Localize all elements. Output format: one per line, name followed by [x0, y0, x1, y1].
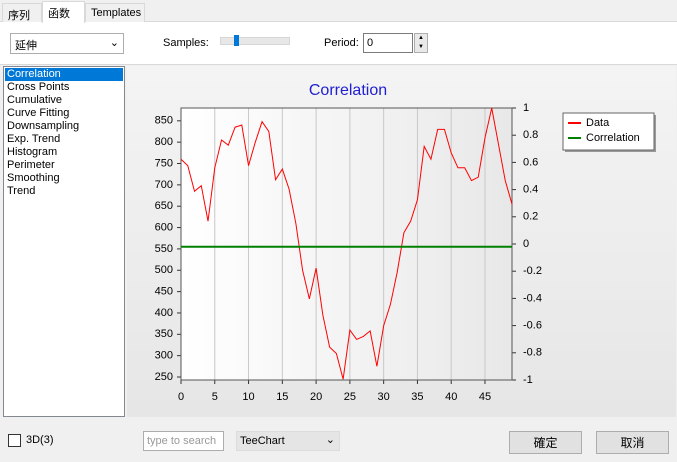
chart-title: Correlation — [309, 82, 387, 99]
list-item[interactable]: Cross Points — [7, 81, 70, 93]
samples-label: Samples: — [163, 37, 209, 49]
x-tick-label: 40 — [445, 391, 457, 403]
y2-tick-label: 0.4 — [523, 184, 538, 196]
y-tick-label: 500 — [155, 264, 173, 276]
y2-tick-label: 0.2 — [523, 211, 538, 223]
period-input[interactable]: 0 — [363, 33, 413, 53]
tab-active[interactable]: 函数 — [42, 1, 85, 23]
list-item[interactable]: Downsampling — [7, 120, 80, 132]
period-spinner[interactable]: ▲ ▼ — [414, 33, 428, 53]
list-item[interactable]: Exp. Trend — [7, 133, 61, 145]
list-item[interactable]: Perimeter — [7, 159, 55, 171]
plot-frame — [180, 107, 513, 381]
gallery-select[interactable]: TeeChart ⌄ — [236, 431, 340, 451]
list-item[interactable]: Correlation — [5, 68, 123, 81]
y2-tick-label: -0.4 — [523, 292, 542, 304]
function-select[interactable]: 延伸 ⌄ — [10, 33, 124, 54]
cancel-button[interactable]: 取消 — [596, 431, 669, 454]
x-tick-label: 35 — [411, 391, 423, 403]
legend-label: Correlation — [586, 132, 640, 144]
plot-area — [181, 108, 512, 380]
y-tick-label: 400 — [155, 307, 173, 319]
slider-thumb — [234, 35, 239, 46]
checkbox[interactable] — [8, 434, 21, 447]
list-item[interactable]: Cumulative — [7, 94, 63, 106]
search-input[interactable]: type to search — [143, 431, 224, 451]
y-tick-label: 650 — [155, 200, 173, 212]
list-item[interactable]: Curve Fitting — [7, 107, 70, 119]
x-tick-label: 30 — [378, 391, 390, 403]
y-tick-label: 450 — [155, 286, 173, 298]
select-text: 延伸 — [15, 40, 37, 52]
y2-tick-label: -0.6 — [523, 320, 542, 332]
y-tick-label: 550 — [155, 243, 173, 255]
x-tick-label: 10 — [242, 391, 254, 403]
y2-tick-label: 0 — [523, 238, 529, 250]
y2-tick-label: -1 — [523, 374, 533, 386]
dropdown-arrow: ⌄ — [325, 434, 335, 446]
y2-tick-label: 0.6 — [523, 156, 538, 168]
ok-button[interactable]: 確定 — [509, 431, 582, 454]
y-tick-label: 750 — [155, 157, 173, 169]
legend-box — [562, 112, 655, 151]
y2-tick-label: 0.8 — [523, 129, 538, 141]
period-label: Period: — [324, 37, 359, 49]
data-line — [180, 107, 513, 380]
y2-tick-label: -0.8 — [523, 347, 542, 359]
y-tick-label: 600 — [155, 221, 173, 233]
y-tick-label: 250 — [155, 371, 173, 383]
function-list: Correlation Cross Points Cumulative Curve F… — [3, 66, 125, 417]
legend-label: Data — [586, 117, 610, 129]
samples-slider[interactable] — [220, 35, 290, 46]
y-tick-label: 700 — [155, 179, 173, 191]
list-item[interactable]: Smoothing — [7, 172, 60, 184]
y2-tick-label: -0.2 — [523, 265, 542, 277]
x-tick-label: 20 — [310, 391, 322, 403]
x-tick-label: 0 — [178, 391, 184, 403]
select-text: TeeChart — [240, 435, 285, 447]
y-tick-label: 850 — [155, 115, 173, 127]
y-tick-label: 350 — [155, 328, 173, 340]
chart: Correlation 0 5 10 15 20 25 30 35 40 452503003504… — [127, 66, 676, 417]
y-tick-label: 800 — [155, 136, 173, 148]
list-item[interactable]: Histogram — [7, 146, 58, 158]
x-tick-label: 5 — [212, 391, 218, 403]
tab[interactable]: 序列 — [2, 3, 42, 22]
dropdown-arrow: ⌄ — [109, 37, 119, 49]
tab[interactable]: Templates — [85, 3, 145, 22]
y2-tick-label: 1 — [523, 102, 529, 114]
x-tick-label: 25 — [344, 391, 356, 403]
x-tick-label: 45 — [479, 391, 491, 403]
list-item[interactable]: Trend — [7, 185, 36, 197]
x-tick-label: 15 — [276, 391, 288, 403]
checkbox-label: 3D(3) — [26, 434, 54, 446]
y-tick-label: 300 — [155, 350, 173, 362]
